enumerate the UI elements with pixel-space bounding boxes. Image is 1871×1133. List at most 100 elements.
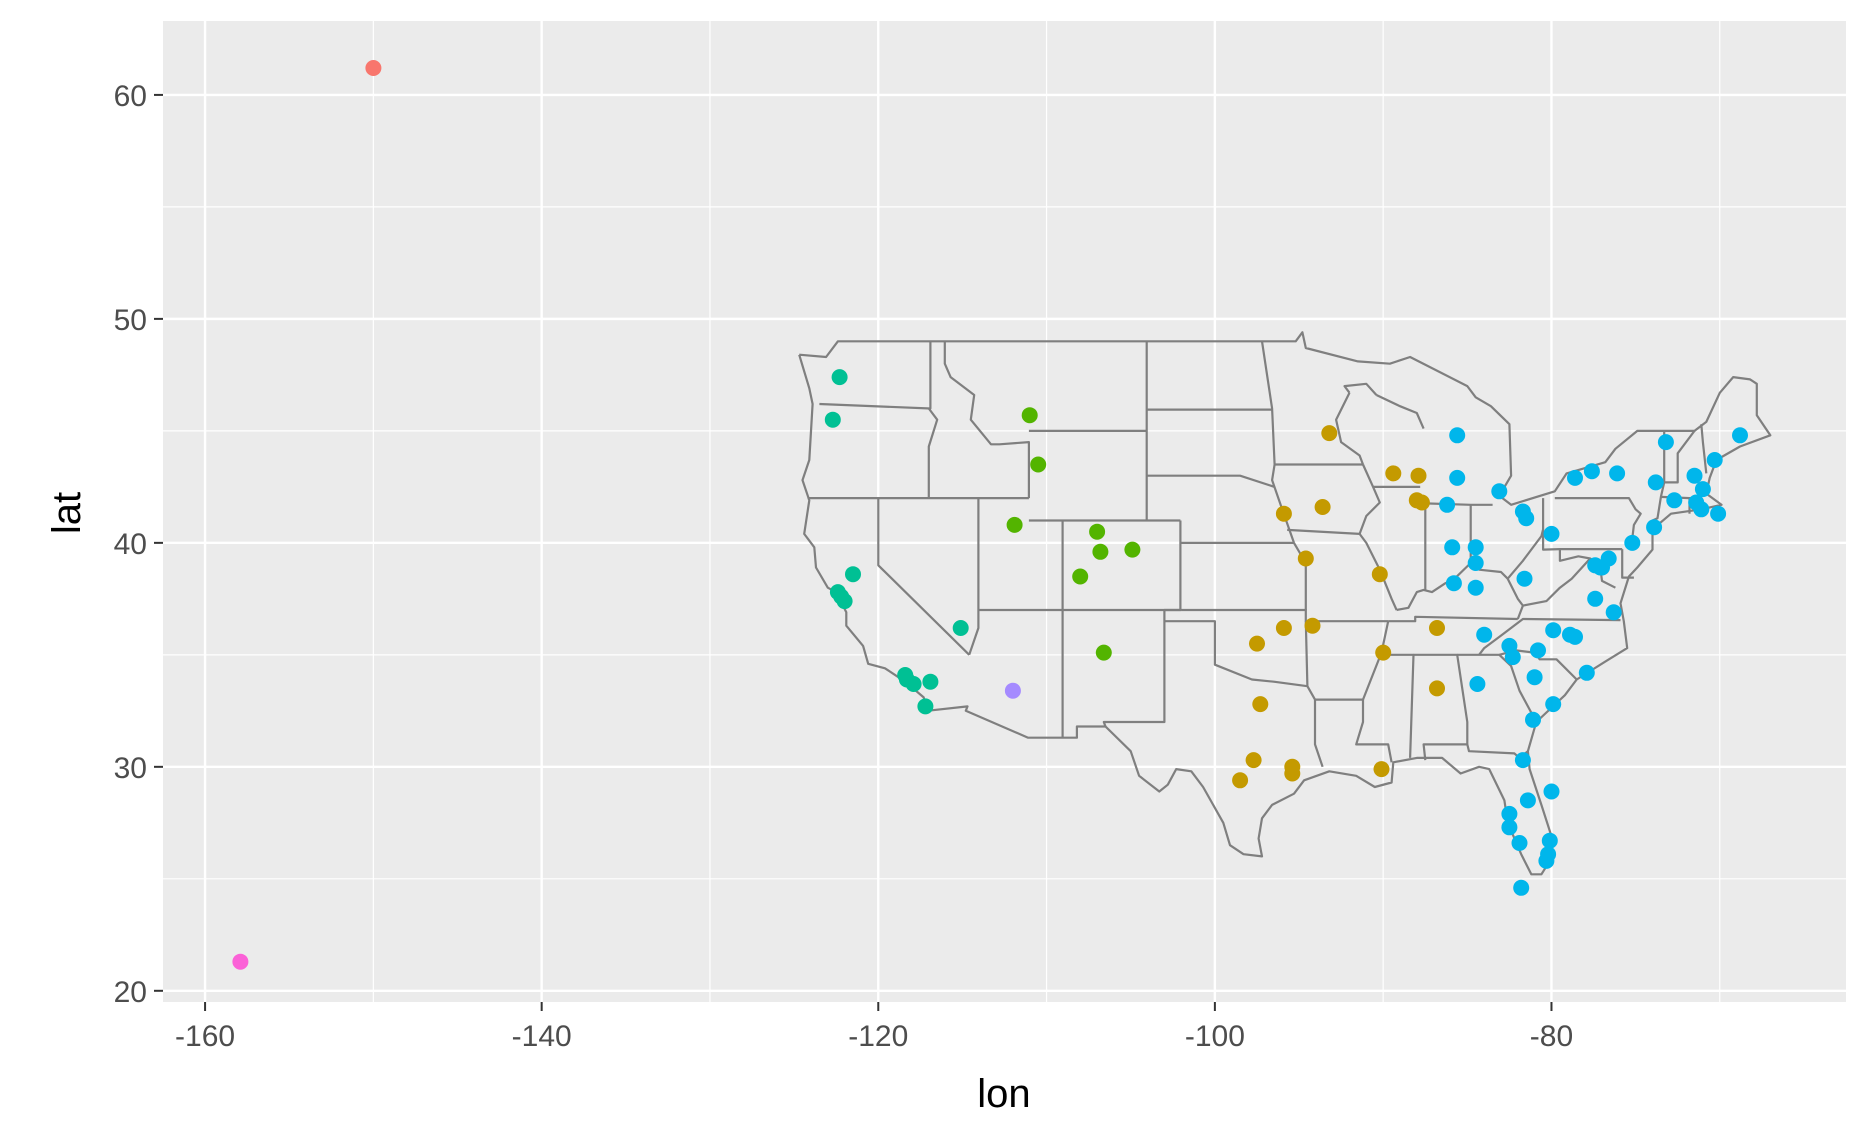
data-point — [922, 673, 939, 690]
state-boundary — [927, 407, 939, 499]
x-tick-label: -160 — [175, 1020, 235, 1053]
data-point — [1504, 649, 1521, 666]
state-boundary — [1700, 424, 1708, 474]
data-point — [1587, 590, 1604, 607]
y-tick-label: 50 — [114, 304, 147, 337]
data-point — [1444, 539, 1461, 556]
y-tick-label: 60 — [114, 80, 147, 113]
state-boundary — [1358, 464, 1381, 535]
data-point — [1647, 474, 1664, 491]
data-point — [1501, 805, 1518, 822]
data-point — [1605, 604, 1622, 621]
state-boundary — [1375, 394, 1425, 430]
data-point — [1006, 516, 1023, 533]
data-point — [1124, 541, 1141, 558]
data-point — [1004, 682, 1021, 699]
x-axis: -160 -140 -120 -100 -80 — [175, 1002, 1573, 1053]
state-boundary — [1457, 653, 1538, 723]
y-tick-label: 30 — [114, 752, 147, 785]
data-point — [365, 60, 382, 76]
data-point — [1513, 879, 1530, 896]
data-point — [1467, 579, 1484, 596]
x-tick-label: -140 — [512, 1020, 572, 1053]
data-point — [1385, 465, 1402, 482]
data-point — [1501, 819, 1518, 836]
state-boundary — [1664, 430, 1696, 484]
data-point — [1410, 467, 1427, 484]
data-point — [1252, 696, 1269, 713]
state-boundary — [1146, 474, 1275, 488]
data-point — [1518, 510, 1535, 527]
data-point — [1304, 617, 1321, 634]
data-point — [824, 411, 841, 428]
data-point — [1092, 543, 1109, 560]
state-boundary — [1287, 528, 1398, 611]
x-tick-label: -80 — [1530, 1020, 1573, 1053]
data-point — [1694, 481, 1711, 498]
state-boundary — [1102, 542, 1182, 727]
data-point — [1284, 765, 1301, 782]
data-point — [1449, 469, 1466, 486]
state-boundary — [1413, 653, 1469, 761]
data-point — [1541, 832, 1558, 849]
state-boundary — [877, 498, 970, 656]
data-point — [1519, 792, 1536, 809]
data-point — [845, 566, 861, 583]
data-point — [1609, 465, 1626, 482]
state-boundary — [1335, 392, 1365, 465]
data-point — [1476, 626, 1493, 643]
data-point — [1245, 752, 1262, 769]
data-point — [1072, 568, 1089, 585]
state-boundary — [1181, 608, 1389, 623]
data-point — [1375, 644, 1392, 661]
data-point — [1021, 407, 1038, 424]
state-boundary — [1343, 382, 1378, 396]
data-point — [917, 698, 934, 715]
data-point — [1275, 620, 1292, 636]
panel-background — [163, 21, 1846, 1002]
data-point — [1413, 494, 1430, 511]
data-point — [1693, 501, 1710, 518]
data-point — [1439, 496, 1456, 513]
data-point — [1089, 523, 1106, 540]
data-point — [1578, 664, 1595, 681]
data-point — [1429, 620, 1445, 636]
state-boundary — [1396, 561, 1524, 620]
data-point — [1562, 626, 1578, 643]
data-point — [1592, 559, 1609, 576]
data-point — [1545, 622, 1562, 639]
state-boundary — [1164, 620, 1324, 768]
state-boundary — [1506, 529, 1545, 580]
data-point — [1429, 680, 1445, 697]
state-boundary — [1315, 698, 1393, 763]
data-point — [232, 953, 249, 970]
state-boundary — [968, 498, 980, 656]
data-point — [1686, 467, 1703, 484]
state-boundary — [1621, 549, 1634, 579]
x-axis-title: lon — [977, 1072, 1030, 1116]
data-point — [1373, 761, 1390, 778]
data-point — [1732, 427, 1748, 444]
data-point — [905, 676, 922, 692]
data-point — [831, 369, 848, 386]
x-tick-label: -120 — [848, 1020, 908, 1053]
data-point — [1646, 519, 1663, 536]
data-point — [1545, 696, 1562, 713]
state-boundary — [943, 341, 1030, 499]
data-point — [1232, 772, 1249, 789]
data-point — [1445, 575, 1462, 592]
state-boundary — [1522, 549, 1592, 607]
data-point — [1249, 635, 1265, 652]
data-point — [1095, 644, 1112, 661]
data-point — [1516, 570, 1533, 587]
data-point — [1491, 483, 1508, 500]
data-point — [1525, 711, 1541, 728]
state-boundary — [1478, 617, 1621, 656]
data-point — [1030, 456, 1047, 473]
data-point — [1514, 752, 1531, 769]
state-boundary — [819, 341, 932, 410]
data-point — [1467, 555, 1484, 571]
state-boundary — [1542, 498, 1623, 551]
data-point — [1543, 525, 1560, 542]
